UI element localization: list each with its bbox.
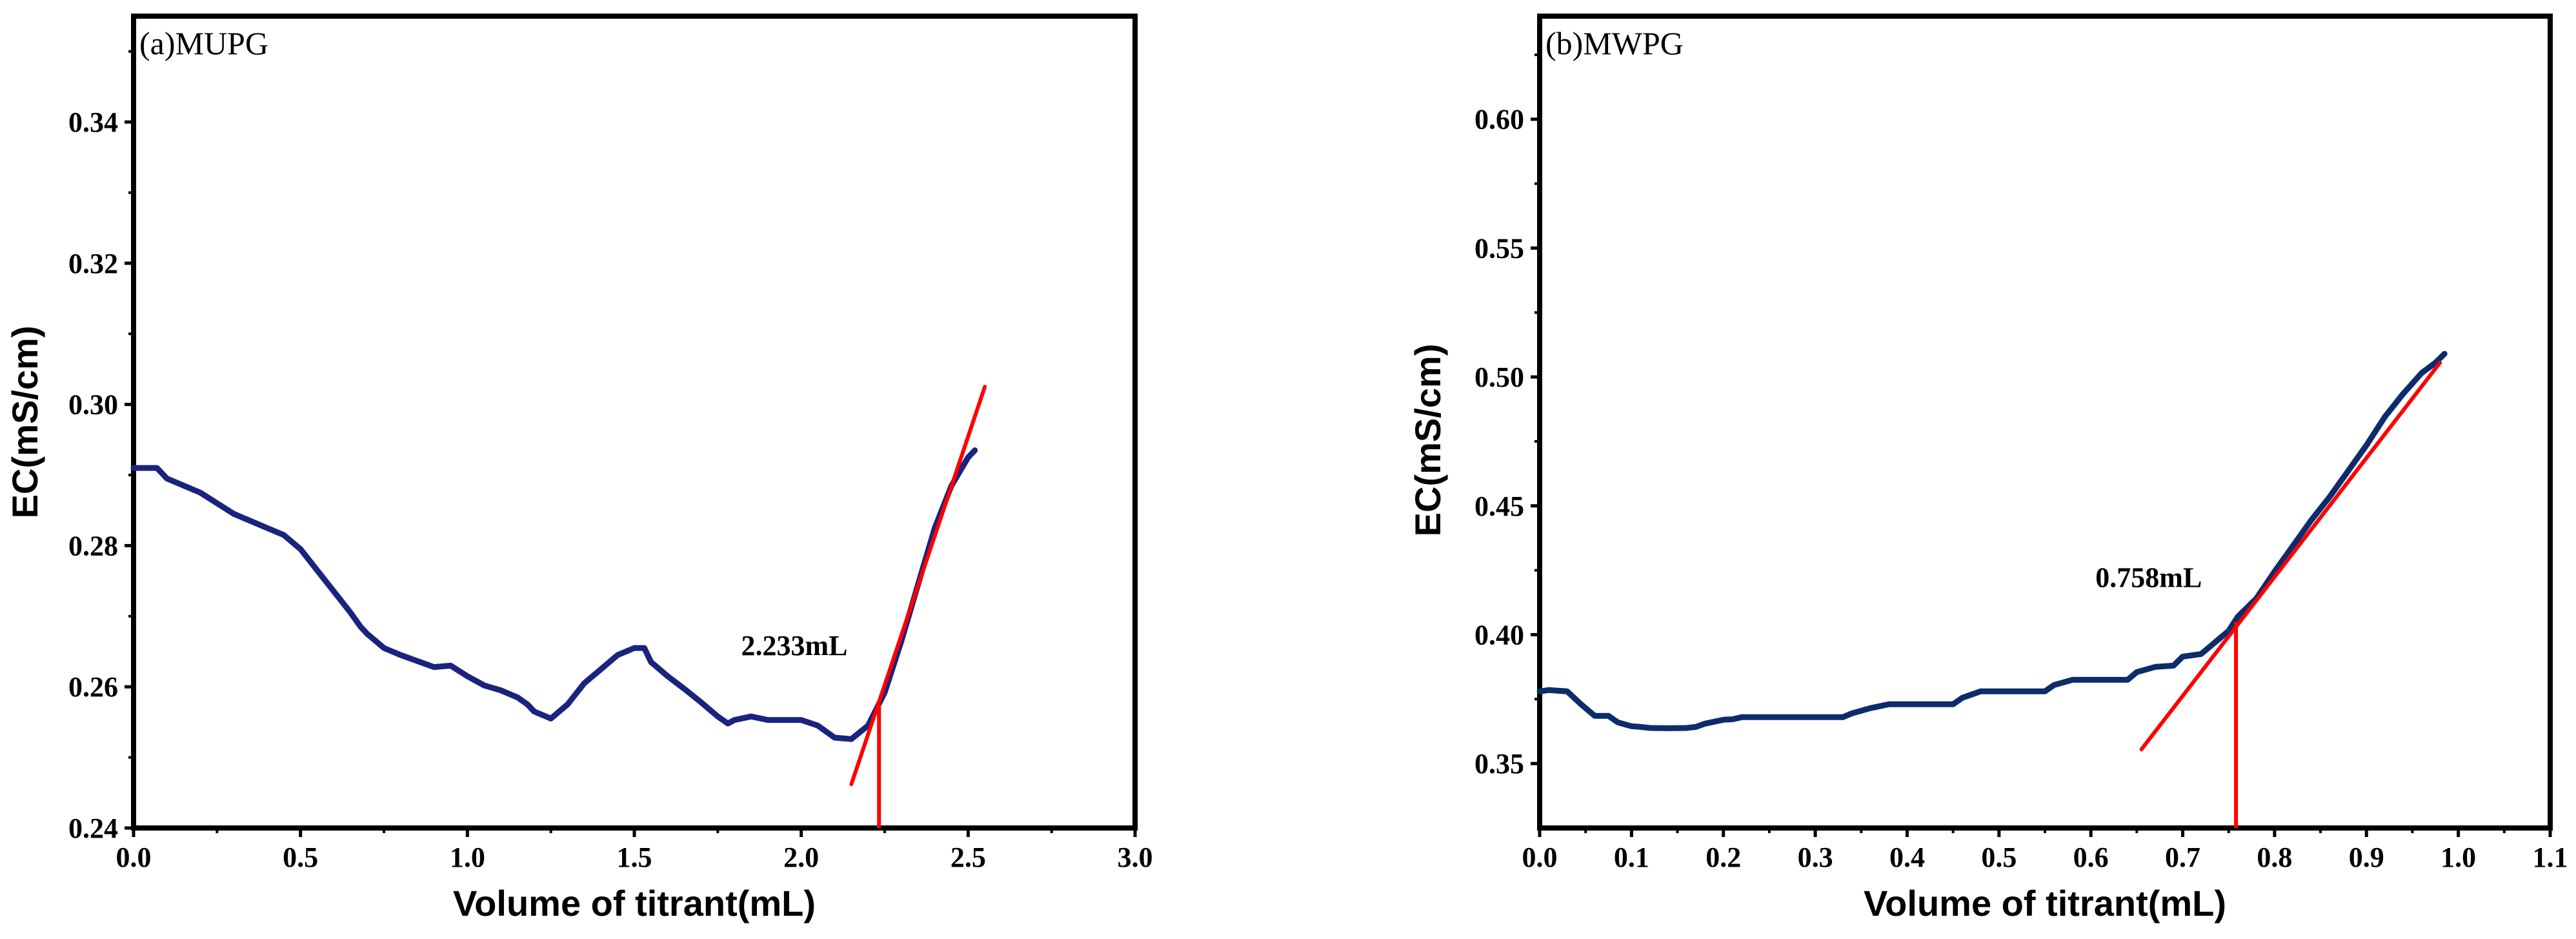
chart-b-x-axis-title: Volume of titrant(mL)	[1864, 883, 2226, 924]
chart-a-x-tick-label: 2.5	[951, 842, 986, 873]
chart-b-y-axis-title: EC(mS/cm)	[1407, 344, 1448, 537]
chart-a-tangent-line	[849, 385, 987, 787]
chart-b-tangent-line	[2139, 361, 2442, 752]
chart-a-marks: 0.0 0.5 1.0 1.5 2.0 2.5 3.0 0.24 0.26 0.28 0.30 0.3…	[68, 50, 1153, 873]
chart-a-x-tick-label: 1.0	[450, 842, 485, 873]
chart-b-x-tick-label: 0.2	[1706, 842, 1741, 873]
chart-b-x-tick-label: 0.5	[1981, 842, 2017, 873]
chart-a-x-tick-label: 1.5	[617, 842, 652, 873]
chart-a-y-tick-label: 0.26	[68, 671, 118, 703]
chart-a: (a)MUPG Volume of titrant(mL) EC(mS/cm) …	[5, 14, 1153, 924]
chart-a-y-tick-label: 0.32	[68, 248, 118, 279]
chart-b-x-tick-label: 1.1	[2533, 842, 2568, 873]
chart-b-ec-series-line	[1536, 350, 2448, 731]
chart-b: (b)MWPG Volume of titrant(mL) EC(mS/cm) …	[1407, 14, 2568, 924]
chart-a-panel-label: (a)MUPG	[139, 25, 268, 61]
chart-b-x-tick-label: 0.4	[1889, 842, 1925, 873]
chart-a-y-axis-title: EC(mS/cm)	[5, 326, 45, 519]
chart-b-y-tick-label: 0.35	[1474, 748, 1524, 780]
chart-b-panel-label: (b)MWPG	[1545, 25, 1684, 61]
chart-a-x-tick-label: 0.0	[116, 842, 152, 873]
chart-b-y-tick-label: 0.55	[1474, 232, 1524, 264]
chart-b-endpoint-label: 0.758mL	[2095, 562, 2202, 594]
chart-a-x-tick-label: 3.0	[1118, 842, 1153, 873]
chart-a-y-tick-label: 0.34	[68, 106, 118, 138]
chart-b-y-tick-label: 0.40	[1474, 619, 1524, 651]
chart-b-x-tick-label: 0.3	[1798, 842, 1833, 873]
chart-b-plot-frame	[1537, 14, 2553, 831]
chart-b-y-tick-label: 0.50	[1474, 361, 1524, 393]
chart-b-x-tick-label: 0.7	[2165, 842, 2200, 873]
chart-a-y-tick-label: 0.30	[68, 389, 118, 421]
chart-a-endpoint-label: 2.233mL	[741, 630, 848, 661]
chart-a-x-tick-label: 0.5	[283, 842, 318, 873]
chart-b-x-tick-label: 1.0	[2440, 842, 2476, 873]
chart-b-x-tick-label: 0.8	[2257, 842, 2292, 873]
chart-b-marks: 0.0 0.1 0.2 0.3 0.4 0.5 0.6 0.7 0.8 0.9 1.0 1.1 0.35…	[1474, 53, 2568, 873]
chart-a-ec-series-line	[130, 447, 978, 742]
chart-b-x-tick-label: 0.6	[2073, 842, 2109, 873]
chart-b-x-tick-label: 0.0	[1522, 842, 1558, 873]
chart-a-y-tick-label: 0.28	[68, 530, 118, 561]
chart-a-plot-frame	[131, 14, 1138, 831]
chart-a-x-tick-label: 2.0	[783, 842, 819, 873]
chart-b-y-tick-label: 0.60	[1474, 104, 1524, 136]
chart-a-y-tick-label: 0.24	[68, 813, 118, 844]
chart-a-x-axis-title: Volume of titrant(mL)	[453, 883, 816, 924]
chart-b-x-tick-label: 0.9	[2349, 842, 2384, 873]
chart-b-y-tick-label: 0.45	[1474, 490, 1524, 522]
chart-b-x-tick-label: 0.1	[1614, 842, 1649, 873]
